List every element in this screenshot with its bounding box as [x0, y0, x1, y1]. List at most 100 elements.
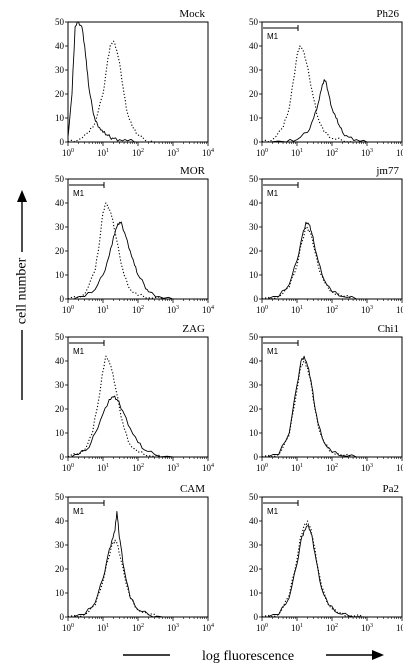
y-tick-label: 30 [249, 380, 259, 390]
y-tick-label: 0 [60, 452, 65, 462]
x-tick-label: 103 [361, 623, 373, 633]
series-solid-line [262, 79, 368, 143]
x-tick-exponent: 3 [176, 463, 179, 469]
x-tick-label: 104 [202, 623, 214, 633]
x-tick-label: 104 [396, 148, 403, 158]
series-dotted-line [261, 360, 357, 458]
x-tick-label: 104 [202, 463, 214, 473]
x-tick-exponent: 2 [141, 305, 144, 311]
x-tick-label: 101 [291, 305, 303, 315]
plot-frame [67, 336, 209, 458]
y-tick-label: 10 [249, 428, 259, 438]
y-tick-label: 20 [249, 89, 259, 99]
y-tick-label: 40 [249, 41, 259, 51]
x-tick-label: 102 [326, 623, 338, 633]
right-arrow-icon [372, 650, 384, 660]
plot-frame [67, 496, 209, 618]
histogram-panel-jm77: 01020304050100101102103104M1jm77 [249, 165, 403, 315]
series-dotted-line [261, 520, 364, 618]
x-tick-label: 100 [256, 463, 268, 473]
x-tick-label: 101 [291, 463, 303, 473]
y-tick-label: 20 [249, 404, 259, 414]
y-tick-label: 20 [249, 246, 259, 256]
series-solid-line [68, 510, 163, 618]
x-tick-label: 104 [396, 305, 403, 315]
y-tick-label: 40 [249, 516, 259, 526]
series-dotted-line [67, 40, 155, 143]
x-tick-exponent: 1 [300, 305, 303, 311]
x-tick-label: 100 [62, 148, 74, 158]
y-tick-label: 30 [55, 540, 65, 550]
gate-marker-label: M1 [73, 347, 85, 356]
series-solid-line [67, 21, 138, 143]
x-tick-label: 102 [132, 463, 144, 473]
x-tick-exponent: 1 [106, 623, 109, 629]
series-solid-line [262, 355, 357, 458]
x-tick-exponent: 2 [141, 463, 144, 469]
plot-frame [261, 496, 403, 618]
x-tick-label: 103 [361, 148, 373, 158]
x-tick-exponent: 2 [141, 623, 144, 629]
x-tick-exponent: 2 [335, 305, 338, 311]
x-tick-label: 102 [132, 623, 144, 633]
x-tick-exponent: 1 [300, 148, 303, 154]
x-tick-label: 100 [62, 623, 74, 633]
y-tick-label: 0 [254, 294, 259, 304]
y-tick-label: 0 [60, 612, 65, 622]
x-tick-label: 102 [132, 148, 144, 158]
gate-marker-label: M1 [267, 347, 279, 356]
y-tick-label: 0 [254, 612, 259, 622]
y-tick-label: 0 [254, 452, 259, 462]
x-tick-exponent: 2 [335, 463, 338, 469]
x-tick-label: 103 [167, 623, 179, 633]
y-tick-label: 10 [55, 428, 65, 438]
plot-frame [261, 178, 403, 300]
y-tick-label: 50 [55, 174, 65, 184]
y-tick-label: 40 [55, 356, 65, 366]
x-tick-label: 100 [62, 463, 74, 473]
plot-frame [261, 336, 403, 458]
x-tick-exponent: 3 [176, 148, 179, 154]
y-tick-label: 30 [249, 540, 259, 550]
gate-marker-label: M1 [267, 189, 279, 198]
series-solid-line [262, 221, 357, 300]
y-tick-label: 50 [249, 492, 259, 502]
y-axis-label-group: cell number [15, 190, 30, 400]
plot-frame [67, 21, 209, 143]
x-tick-exponent: 0 [265, 463, 268, 469]
x-tick-exponent: 0 [71, 463, 74, 469]
gate-marker-label: M1 [267, 32, 279, 41]
y-tick-label: 0 [254, 137, 259, 147]
histogram-panel-chi1: 01020304050100101102103104M1Chi1 [249, 323, 403, 473]
y-tick-label: 30 [55, 380, 65, 390]
x-tick-exponent: 1 [106, 148, 109, 154]
x-tick-label: 101 [97, 148, 109, 158]
panel-title: Pa2 [383, 483, 400, 495]
series-solid-line [262, 525, 364, 618]
series-solid-line [68, 395, 174, 458]
x-tick-exponent: 0 [71, 305, 74, 311]
y-tick-label: 10 [55, 588, 65, 598]
x-tick-exponent: 4 [211, 463, 214, 469]
x-tick-label: 100 [62, 305, 74, 315]
y-tick-label: 40 [249, 356, 259, 366]
x-tick-label: 100 [256, 148, 268, 158]
x-tick-exponent: 3 [370, 148, 373, 154]
x-tick-exponent: 1 [300, 463, 303, 469]
y-tick-label: 10 [55, 270, 65, 280]
x-tick-exponent: 3 [176, 623, 179, 629]
y-tick-label: 30 [249, 222, 259, 232]
x-tick-exponent: 1 [106, 305, 109, 311]
series-dotted-line [67, 202, 163, 300]
x-tick-exponent: 0 [265, 623, 268, 629]
panel-title: Mock [179, 8, 205, 20]
series-solid-line [68, 221, 174, 300]
x-tick-exponent: 4 [211, 623, 214, 629]
x-tick-label: 103 [361, 305, 373, 315]
y-tick-label: 50 [55, 492, 65, 502]
